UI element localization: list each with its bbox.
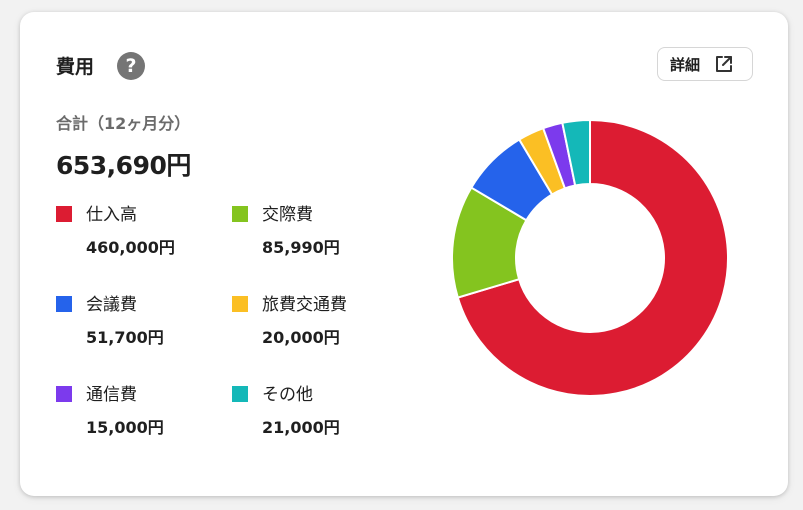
legend-value: 21,000円 bbox=[262, 418, 340, 437]
legend-value: 85,990円 bbox=[262, 238, 340, 257]
legend-item: 仕入高 460,000円 bbox=[56, 200, 226, 260]
legend-item: 旅費交通費 20,000円 bbox=[232, 290, 402, 350]
legend-value: 460,000円 bbox=[86, 238, 175, 257]
card-title: 費用 bbox=[56, 56, 95, 78]
legend-swatch bbox=[56, 206, 72, 222]
legend-item: 通信費 15,000円 bbox=[56, 380, 226, 440]
detail-button-label: 詳細 bbox=[670, 55, 701, 74]
legend-label: 会議費 bbox=[86, 295, 137, 315]
external-link-icon bbox=[714, 54, 734, 74]
expense-card: 費用 ? 詳細 合計（12ヶ月分） 653,690円 仕入高 460,000円 交際… bbox=[20, 12, 788, 496]
legend-value: 51,700円 bbox=[86, 328, 164, 347]
legend-label: 旅費交通費 bbox=[262, 295, 347, 315]
legend-swatch bbox=[232, 386, 248, 402]
legend-label: 通信費 bbox=[86, 385, 137, 405]
legend-label: 仕入高 bbox=[86, 205, 137, 225]
donut-slice[interactable] bbox=[561, 118, 591, 187]
legend-swatch bbox=[56, 296, 72, 312]
total-label: 合計（12ヶ月分） bbox=[56, 114, 191, 133]
legend-label: 交際費 bbox=[262, 205, 313, 225]
legend-item: 交際費 85,990円 bbox=[232, 200, 402, 260]
legend-value: 15,000円 bbox=[86, 418, 164, 437]
legend-item: 会議費 51,700円 bbox=[56, 290, 226, 350]
legend-item: その他 21,000円 bbox=[232, 380, 402, 440]
total-value: 653,690円 bbox=[56, 151, 191, 180]
donut-slice[interactable] bbox=[456, 118, 729, 397]
detail-button[interactable]: 詳細 bbox=[657, 47, 753, 81]
legend-label: その他 bbox=[262, 385, 313, 405]
legend-swatch bbox=[232, 296, 248, 312]
question-circle-icon[interactable]: ? bbox=[117, 52, 145, 80]
legend-swatch bbox=[232, 206, 248, 222]
legend-value: 20,000円 bbox=[262, 328, 340, 347]
legend-swatch bbox=[56, 386, 72, 402]
expense-donut-chart bbox=[451, 118, 729, 397]
